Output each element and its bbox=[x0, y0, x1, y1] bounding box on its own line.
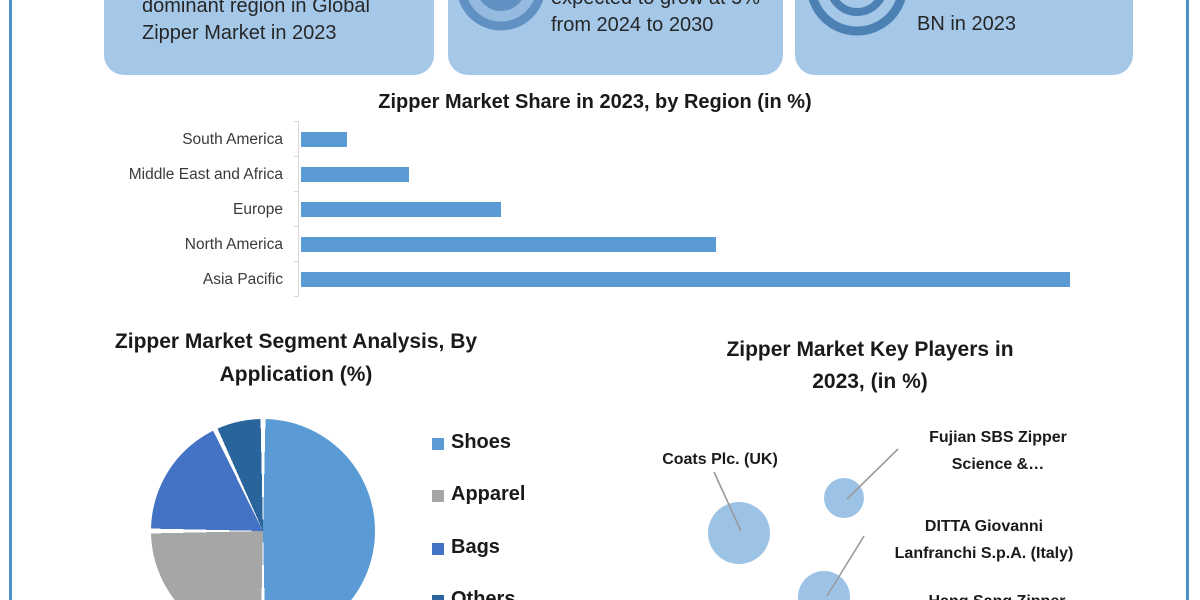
page-right-border bbox=[1186, 0, 1189, 600]
legend-marker bbox=[432, 490, 444, 502]
legend-label: Apparel bbox=[451, 483, 526, 505]
bubble-label: Hang Sang Zipper bbox=[847, 588, 1147, 600]
bubble-label: Coats Plc. (UK) bbox=[570, 446, 870, 473]
bar bbox=[301, 132, 347, 147]
bar bbox=[301, 167, 409, 182]
clock-pie-icon bbox=[458, 0, 544, 31]
stat-card-text-line: from 2024 to 2030 bbox=[551, 14, 714, 36]
legend-label: Bags bbox=[451, 536, 500, 558]
axis-tick bbox=[294, 296, 299, 297]
bubble-leader-line bbox=[826, 535, 865, 597]
bubble-chart-title-line: Zipper Market Key Players in bbox=[726, 338, 1014, 361]
bubble-label-line: Science &… bbox=[951, 456, 1045, 473]
bubble-label-line: DITTA Giovanni bbox=[924, 518, 1044, 535]
bubble-chart-title-line: 2023, (in %) bbox=[812, 370, 928, 393]
bar bbox=[301, 272, 1070, 287]
stat-card-text-line: BN in 2023 bbox=[917, 13, 1016, 35]
bar bbox=[301, 202, 501, 217]
bar-chart-title: Zipper Market Share in 2023, by Region (… bbox=[378, 91, 812, 113]
bar-category-label: Asia Pacific bbox=[202, 271, 283, 288]
bar bbox=[301, 237, 716, 252]
pie-chart-title: Zipper Market Segment Analysis, By Appli… bbox=[58, 325, 534, 391]
bar-category-label: Middle East and Africa bbox=[128, 166, 283, 183]
legend-label: Others bbox=[451, 588, 516, 600]
bubble bbox=[798, 571, 850, 600]
legend-marker bbox=[432, 543, 444, 555]
bubble bbox=[824, 478, 864, 518]
bubble-label: Fujian SBS Zipper Science &… bbox=[848, 424, 1148, 478]
bar-category-label: South America bbox=[182, 131, 283, 148]
axis-tick bbox=[294, 191, 299, 192]
pie-graphic bbox=[151, 419, 375, 600]
axis-tick bbox=[294, 261, 299, 262]
bar-category-label: Europe bbox=[233, 201, 283, 218]
bar-category-label: North America bbox=[184, 236, 283, 253]
pie-chart-title-line: Zipper Market Segment Analysis, By bbox=[114, 330, 478, 353]
bubble-label-line: Hang Sang Zipper bbox=[847, 588, 1147, 600]
stat-card-dominant-region: dominant region in Global Zipper Market … bbox=[104, 0, 434, 75]
bubble-plot-area bbox=[708, 448, 899, 600]
stat-card-text: dominant region in Global Zipper Market … bbox=[142, 0, 370, 47]
page-left-border bbox=[9, 0, 12, 600]
stat-card-market-value: BN in 2023 bbox=[795, 0, 1133, 75]
bar-plot-area: South America Middle East and Africa Europ… bbox=[128, 121, 1070, 297]
stat-card-text: BN in 2023 bbox=[917, 11, 1016, 38]
bubble-label-line: Coats Plc. (UK) bbox=[662, 451, 778, 468]
stat-card-growth-rate: expected to grow at 5% from 2024 to 2030 bbox=[448, 0, 783, 75]
stat-card-text-line: expected to grow at 5% bbox=[551, 0, 760, 12]
stat-card-text: expected to grow at 5% from 2024 to 2030 bbox=[551, 0, 760, 39]
axis-tick bbox=[294, 121, 299, 122]
bubble-label: DITTA Giovanni Lanfranchi S.p.A. (Italy) bbox=[834, 513, 1134, 567]
target-icon bbox=[808, 0, 906, 36]
stat-card-text-line: dominant region in Global bbox=[142, 0, 370, 17]
axis-tick bbox=[294, 156, 299, 157]
stat-card-text-line: Zipper Market in 2023 bbox=[142, 22, 337, 44]
bubble-leader-line bbox=[713, 471, 742, 532]
bubble-label-line: Lanfranchi S.p.A. (Italy) bbox=[894, 545, 1074, 562]
bubble-chart-title: Zipper Market Key Players in 2023, (in %… bbox=[620, 334, 1120, 398]
legend-marker bbox=[432, 595, 444, 600]
bubble-leader-line bbox=[846, 448, 899, 500]
bubble bbox=[708, 502, 770, 564]
legend-marker bbox=[432, 438, 444, 450]
legend-label: Shoes bbox=[451, 431, 512, 453]
bubble-label-line: Fujian SBS Zipper bbox=[929, 429, 1067, 446]
axis-tick bbox=[294, 226, 299, 227]
pie-chart-title-line: Application (%) bbox=[219, 363, 373, 386]
bar-chart-axis bbox=[298, 121, 299, 296]
